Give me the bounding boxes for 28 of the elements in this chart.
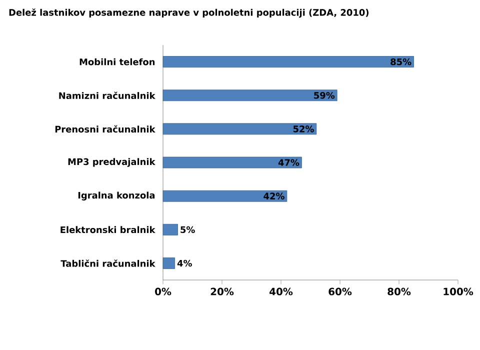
x-tick-label: 100% (444, 288, 474, 296)
data-label: 52% (293, 126, 314, 132)
bar (162, 156, 302, 168)
data-label: 47% (278, 159, 300, 166)
bar (162, 56, 414, 68)
bar (162, 90, 338, 102)
data-label: 42% (264, 192, 284, 200)
x-tick-label: 40% (270, 288, 293, 296)
bar (162, 190, 288, 202)
bar (162, 224, 178, 236)
bar (162, 123, 317, 135)
x-tick-label: 60% (328, 288, 352, 296)
y-tick-label: Igralna konzola (78, 192, 155, 200)
y-tick-label: Namizni računalnik (59, 92, 156, 100)
bar (162, 258, 176, 269)
data-label: 59% (314, 92, 335, 99)
data-label: 85% (390, 58, 412, 66)
chart-title: Delež lastnikov posamezne naprave v polnoletni populaciji (ZDA, 2010) (9, 8, 368, 18)
data-label: 4% (177, 260, 192, 267)
y-tick-label: Tablični računalnik (60, 260, 156, 267)
y-tick-label: Prenosni računalnik (55, 125, 156, 133)
x-tick-label: 0% (155, 288, 172, 296)
x-tick-label: 20% (210, 288, 234, 296)
y-tick-label: MP3 predvajalnik (68, 158, 156, 167)
y-tick-label: Elektronski bralnik (60, 226, 156, 234)
data-label: 5% (180, 226, 195, 234)
x-tick-label: 80% (388, 288, 411, 296)
y-tick-label: Mobilni telefon (80, 58, 155, 66)
